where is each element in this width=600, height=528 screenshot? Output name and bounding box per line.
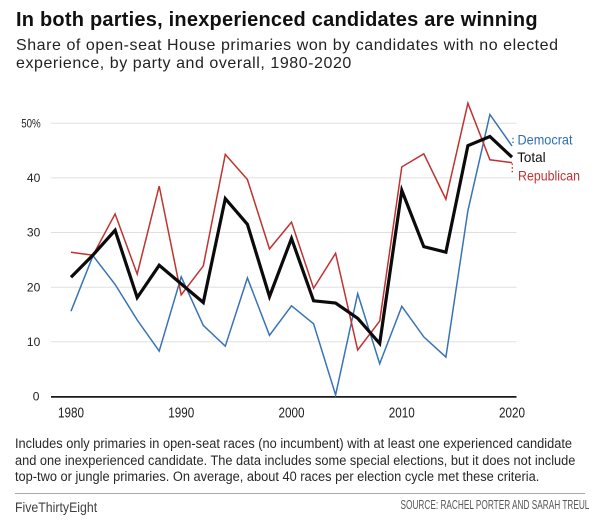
- svg-text:2010: 2010: [389, 406, 415, 422]
- svg-text:2000: 2000: [279, 406, 305, 422]
- svg-text:50%: 50%: [21, 116, 41, 130]
- svg-text:10: 10: [27, 335, 41, 349]
- svg-text:Republican: Republican: [518, 168, 580, 184]
- svg-text:30: 30: [27, 226, 41, 240]
- svg-text:1980: 1980: [58, 406, 84, 422]
- svg-text:1990: 1990: [168, 406, 194, 422]
- svg-text:Democrat: Democrat: [518, 132, 573, 148]
- svg-text:40: 40: [27, 171, 41, 185]
- svg-text:2020: 2020: [499, 406, 525, 422]
- svg-text:0: 0: [33, 390, 40, 404]
- svg-text:Total: Total: [517, 149, 546, 165]
- svg-text:20: 20: [27, 280, 41, 294]
